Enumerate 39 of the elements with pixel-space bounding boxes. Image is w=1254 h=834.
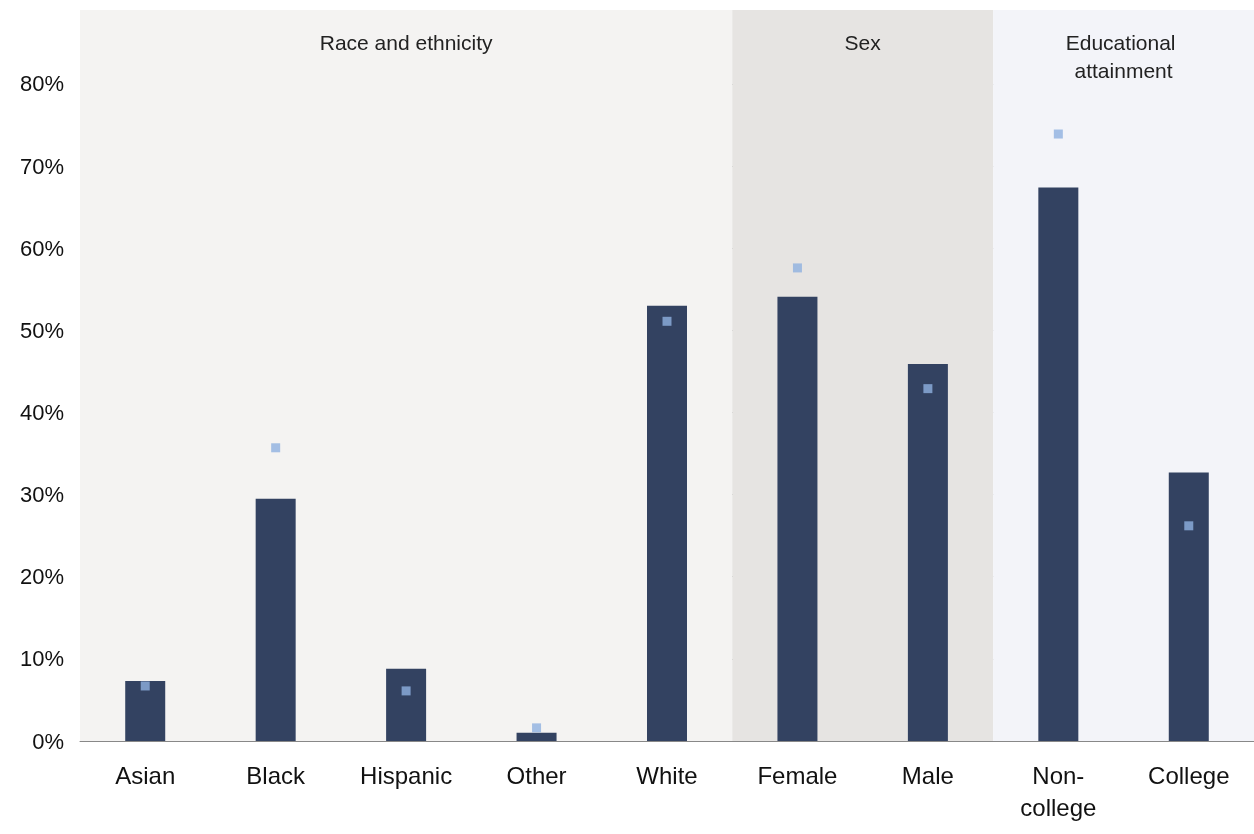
x-tick-label: College — [1148, 761, 1230, 789]
band-label: Race and ethnicity — [319, 30, 493, 54]
y-tick-label: 70% — [19, 153, 64, 179]
x-tick-label: Black — [246, 761, 307, 789]
y-tick-label: 20% — [19, 564, 64, 590]
y-tick-label: 80% — [19, 71, 64, 97]
y-tick-label: 10% — [19, 646, 64, 672]
point — [271, 443, 281, 453]
point — [792, 263, 802, 273]
band-label: Sex — [844, 30, 882, 54]
point — [923, 384, 933, 394]
bar — [516, 732, 557, 741]
point — [1184, 521, 1194, 531]
y-tick-label: 0% — [32, 728, 64, 754]
bar — [386, 668, 427, 741]
point — [401, 686, 411, 696]
bar — [255, 498, 296, 741]
y-tick-label: 50% — [19, 317, 64, 343]
bar — [1168, 472, 1209, 741]
bar — [777, 296, 818, 741]
bar — [1038, 187, 1079, 741]
point — [140, 681, 150, 691]
x-tick-label: Male — [901, 761, 954, 789]
y-tick-label: 40% — [19, 399, 64, 425]
point — [532, 723, 542, 733]
bar — [125, 681, 166, 741]
x-tick-label: Non-college — [1020, 761, 1097, 821]
x-tick-label: Other — [506, 761, 567, 789]
x-tick-label: White — [636, 761, 698, 789]
bar — [647, 305, 687, 741]
point — [662, 316, 672, 326]
x-tick-label: Asian — [115, 761, 176, 789]
x-tick-label: Hispanic — [360, 761, 453, 789]
bar — [907, 364, 948, 741]
x-tick-label: Female — [757, 761, 838, 789]
y-tick-label: 30% — [19, 482, 64, 508]
band-label: Educational attainment — [1065, 30, 1182, 82]
point — [1053, 129, 1063, 139]
y-tick-label: 60% — [19, 235, 64, 261]
